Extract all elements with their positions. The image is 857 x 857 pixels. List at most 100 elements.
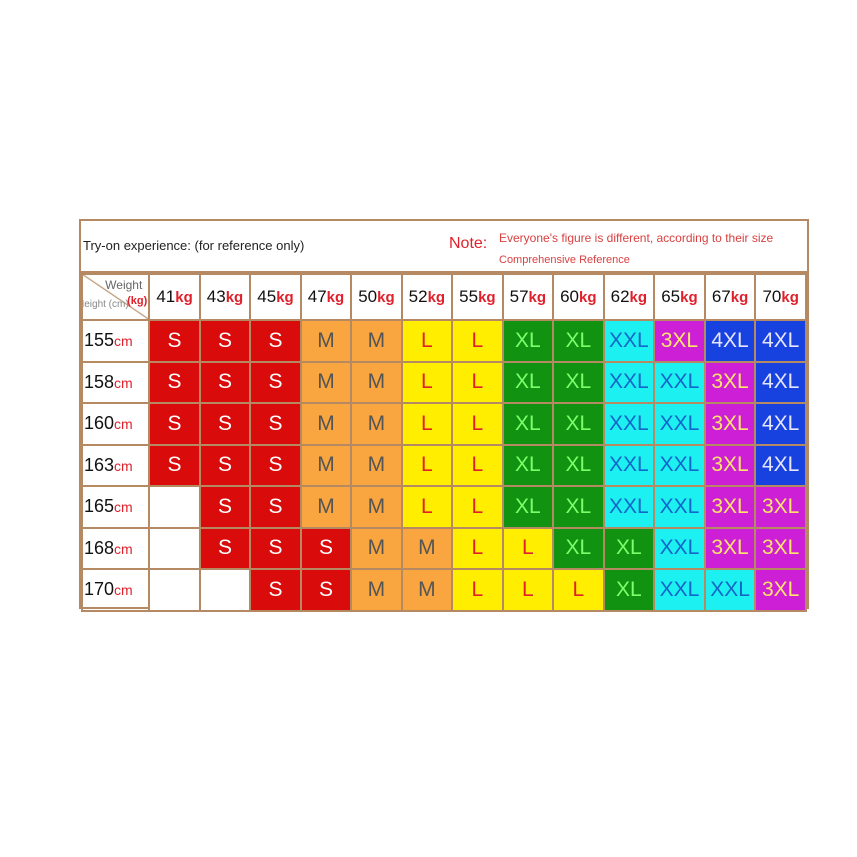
height-value: 170 — [84, 579, 115, 600]
size-cell: XL — [501, 402, 555, 446]
size-cell: M — [350, 568, 403, 612]
weight-value: 57 — [509, 287, 529, 306]
size-cell: S — [249, 568, 302, 612]
weight-value: 67 — [711, 287, 731, 306]
size-cell: S — [148, 402, 201, 446]
size-cell: 3XL — [754, 568, 807, 612]
size-cell: S — [249, 319, 302, 363]
table-row: 160cm S S S M M L L XL XL XXL XXL 3XL 4XL — [80, 402, 807, 446]
height-value: 158 — [84, 371, 115, 392]
size-cell: M — [350, 360, 403, 404]
size-cell: 4XL — [754, 443, 807, 487]
table-row: 165cm S S M M L L XL XL XXL XXL 3XL 3XL — [80, 485, 807, 529]
size-cell: 3XL — [703, 526, 757, 570]
size-cell: 3XL — [703, 485, 757, 529]
size-cell: M — [350, 402, 403, 446]
size-cell: XXL — [653, 402, 706, 446]
size-cell: L — [400, 360, 454, 404]
size-cell: M — [299, 319, 353, 363]
size-cell: XL — [552, 443, 605, 487]
weight-value: 45 — [257, 287, 277, 306]
weight-header-cell: 65kg — [653, 273, 706, 321]
size-cell: XL — [602, 526, 656, 570]
size-cell: XL — [501, 319, 555, 363]
corner-weight-label: Weight — [105, 278, 143, 292]
size-cell: XL — [501, 360, 555, 404]
height-value: 160 — [84, 413, 115, 434]
weight-unit: kg — [326, 289, 345, 306]
size-cell: 4XL — [703, 319, 757, 363]
size-cell: XXL — [602, 319, 656, 363]
size-cell: S — [299, 568, 353, 612]
size-cell: 3XL — [754, 526, 807, 570]
size-cell: XL — [552, 526, 605, 570]
size-cell: L — [552, 568, 605, 612]
size-cell: XL — [552, 319, 605, 363]
height-header-cell: 168cm — [80, 526, 151, 570]
height-unit: cm — [114, 540, 133, 557]
size-cell: XXL — [653, 443, 706, 487]
size-cell: M — [350, 526, 403, 570]
weight-header-row: Weight (kg) Height (cm) 41kg 43kg 45kg 47kg… — [80, 273, 807, 321]
size-cell: S — [198, 319, 252, 363]
weight-header-cell: 45kg — [249, 273, 302, 321]
weight-unit: kg — [680, 289, 698, 306]
height-header-cell: 170cm — [80, 568, 151, 612]
weight-value: 47 — [307, 287, 327, 306]
size-cell: 3XL — [703, 402, 757, 446]
height-unit: cm — [114, 582, 133, 599]
empty-cell — [198, 568, 252, 612]
corner-cell: Weight (kg) Height (cm) — [80, 273, 151, 321]
size-cell: XXL — [602, 485, 656, 529]
size-cell: S — [249, 526, 302, 570]
height-value: 168 — [84, 537, 115, 558]
weight-value: 55 — [459, 287, 479, 306]
weight-header-cell: 52kg — [400, 273, 454, 321]
height-unit: cm — [114, 374, 133, 391]
weight-unit: kg — [781, 289, 799, 306]
table-row: 170cm S S M M L L L XL XXL XXL 3XL — [80, 568, 807, 612]
weight-unit: kg — [528, 289, 547, 306]
corner-weight-unit: (kg) — [127, 295, 148, 307]
size-cell: L — [400, 319, 454, 363]
size-cell: S — [198, 360, 252, 404]
weight-unit: kg — [377, 289, 395, 306]
size-cell: XXL — [653, 526, 706, 570]
size-cell: 3XL — [703, 360, 757, 404]
weight-value: 60 — [560, 287, 579, 306]
note-subtext: Comprehensive Reference — [499, 254, 630, 266]
weight-value: 62 — [610, 287, 630, 306]
size-cell: L — [451, 360, 504, 404]
size-cell: L — [451, 485, 504, 529]
corner-height-label: Height (cm) — [82, 299, 129, 310]
weight-header-cell: 55kg — [451, 273, 504, 321]
size-cell: XXL — [602, 402, 656, 446]
size-cell: M — [350, 319, 403, 363]
height-value: 165 — [84, 496, 115, 517]
size-cell: XL — [501, 443, 555, 487]
height-unit: cm — [114, 416, 133, 433]
weight-header-cell: 62kg — [602, 273, 656, 321]
size-cell: 3XL — [703, 443, 757, 487]
weight-value: 43 — [206, 287, 226, 306]
size-table-body: 155cm S S S M M L L XL XL XXL 3XL 4XL 4XL 158cm S S S M M L L… — [80, 319, 807, 612]
empty-cell — [148, 526, 201, 570]
size-cell: S — [249, 443, 302, 487]
size-cell: S — [198, 443, 252, 487]
size-cell: M — [299, 443, 353, 487]
weight-value: 65 — [661, 287, 681, 306]
size-cell: S — [148, 319, 201, 363]
size-cell: 4XL — [754, 402, 807, 446]
size-cell: M — [299, 402, 353, 446]
size-cell: 3XL — [754, 485, 807, 529]
height-unit: cm — [114, 333, 133, 350]
size-cell: 4XL — [754, 360, 807, 404]
size-cell: S — [198, 485, 252, 529]
table-row: 158cm S S S M M L L XL XL XXL XXL 3XL 4XL — [80, 360, 807, 404]
weight-unit: kg — [579, 289, 597, 306]
size-cell: XXL — [602, 443, 656, 487]
size-cell: XL — [552, 485, 605, 529]
size-cell: L — [400, 443, 454, 487]
size-cell: XXL — [653, 360, 706, 404]
size-cell: L — [451, 443, 504, 487]
